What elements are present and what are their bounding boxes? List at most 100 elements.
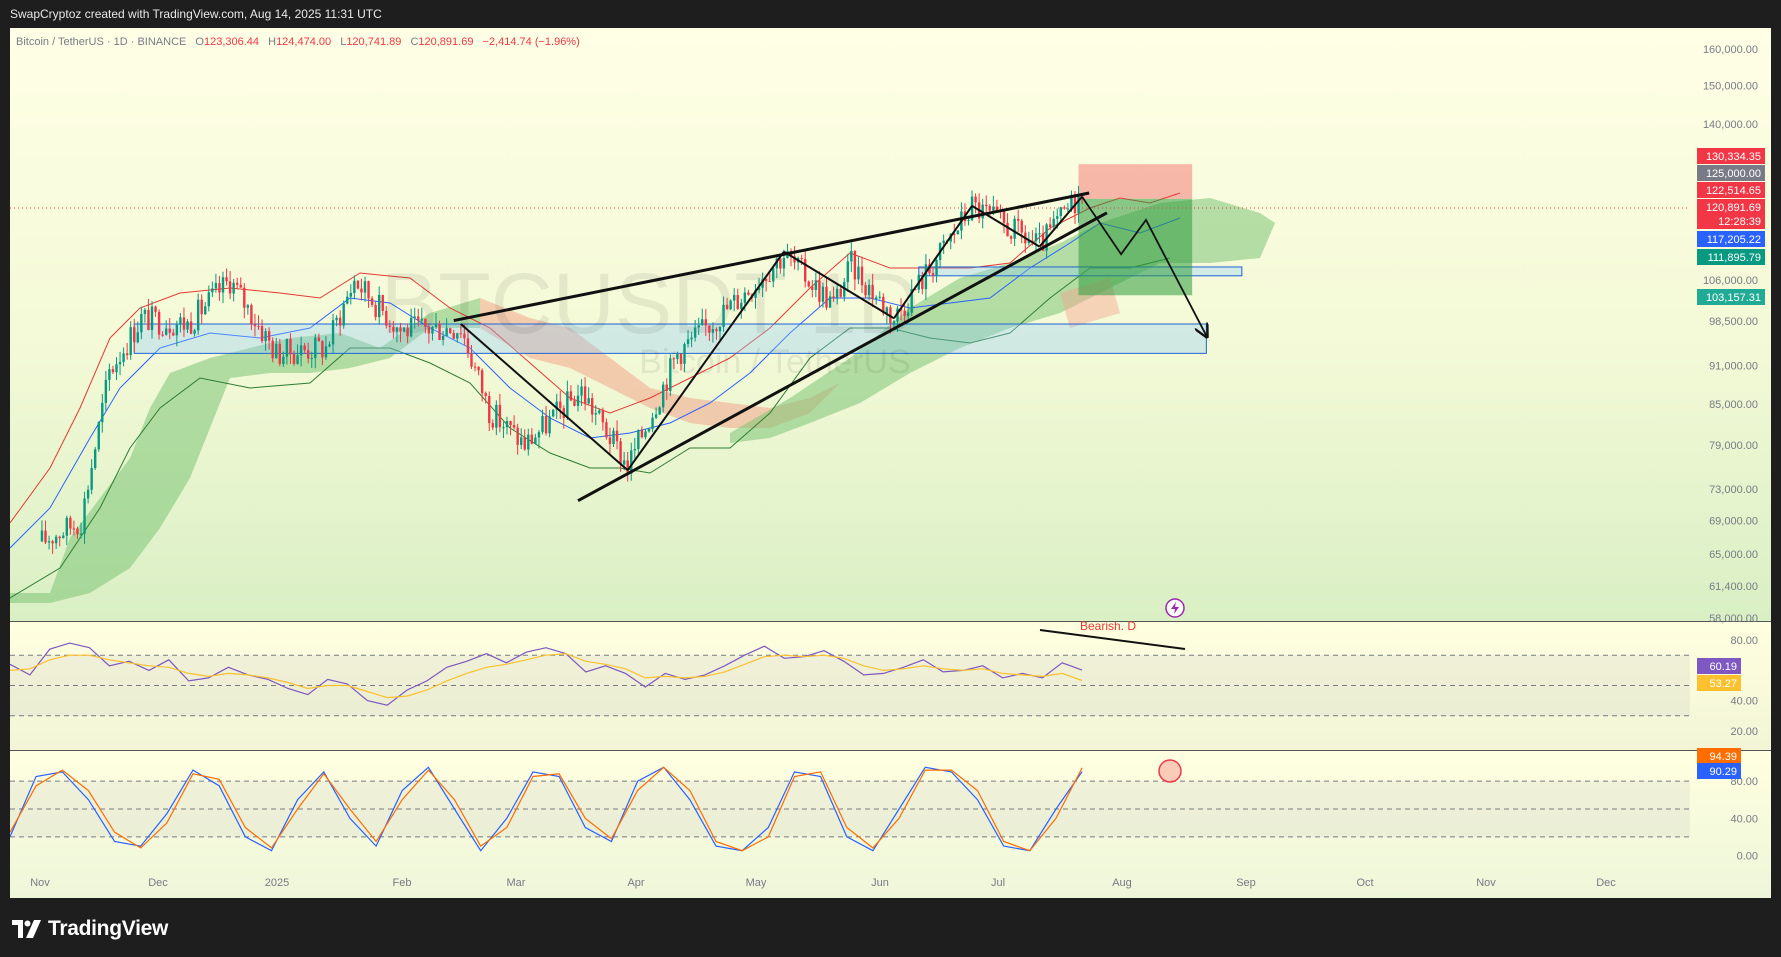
candle-body: [264, 331, 267, 342]
candle-body: [118, 361, 122, 365]
high-value: 124,474.00: [276, 36, 331, 48]
candle-body: [942, 240, 945, 243]
zigzag-line[interactable]: [783, 250, 895, 320]
open-label: O: [195, 36, 204, 48]
open-value: 123,306.44: [204, 36, 259, 48]
candle-body: [555, 401, 558, 410]
candle-body: [1027, 240, 1031, 244]
candle-body: [1056, 216, 1059, 219]
candle-body: [292, 354, 296, 364]
price-badge-label: 125,000.00: [1706, 168, 1761, 180]
time-axis[interactable]: Nov Dec 2025 Feb Mar Apr May Jun Jul Aug Sep Oct Nov…: [30, 877, 1616, 889]
candle-body: [239, 284, 242, 288]
candle-body: [527, 434, 530, 450]
candle-body: [349, 292, 352, 297]
price-tick-label: 106,000.00: [1703, 275, 1758, 287]
tradingview-logo[interactable]: TradingView: [12, 917, 169, 940]
rsi-value-badge: [1697, 658, 1741, 674]
bearish-divergence-label: Bearish. D: [1080, 619, 1136, 633]
candle-body: [630, 450, 633, 474]
candle-body: [136, 332, 139, 343]
candle-body: [850, 250, 853, 262]
candle-body: [985, 204, 988, 207]
zigzag-line[interactable]: [1038, 196, 1083, 248]
candle-body: [463, 333, 466, 339]
candle-body: [502, 427, 505, 429]
support-zone-wide[interactable]: [133, 323, 1207, 354]
candle-body: [125, 353, 129, 356]
projection-arrow[interactable]: [1081, 196, 1206, 336]
candle-body: [637, 430, 640, 450]
time-tick-label: Feb: [393, 877, 412, 889]
zigzag-line[interactable]: [971, 204, 1041, 248]
short-position-target-area[interactable]: [1078, 198, 1193, 296]
candle-body: [807, 281, 810, 287]
candle-body: [725, 304, 729, 310]
zigzag-line[interactable]: [460, 323, 629, 471]
candle-body: [864, 285, 867, 296]
candle-body: [906, 312, 910, 316]
candle-body: [445, 328, 448, 336]
time-tick-label: Dec: [1596, 877, 1616, 889]
candle-body: [931, 273, 935, 276]
candle-body: [491, 423, 494, 428]
candle-body: [658, 407, 661, 415]
candle-body: [402, 327, 406, 332]
candle-body: [608, 437, 612, 445]
overbought-marker[interactable]: [1158, 759, 1182, 783]
candle-body: [516, 427, 519, 445]
wedge-upper-line[interactable]: [453, 191, 1090, 323]
candle-body: [47, 541, 51, 543]
candle-body: [970, 196, 974, 221]
candle-body: [537, 432, 541, 438]
wedge-lower-line[interactable]: [577, 211, 1108, 503]
bearish-divergence-line[interactable]: [1039, 629, 1186, 650]
price-axis[interactable]: 160,000.00 150,000.00 140,000.00 106,000.00…: [1703, 44, 1758, 625]
candle-body: [935, 259, 938, 276]
candle-body: [260, 326, 264, 342]
candle-body: [736, 295, 739, 310]
candle-body: [488, 395, 491, 424]
candle-body: [878, 296, 881, 298]
logo-text: TradingView: [48, 917, 169, 940]
candle-body: [69, 517, 72, 529]
price-tick-label: 160,000.00: [1703, 44, 1758, 56]
short-position-stop-area[interactable]: [1078, 164, 1193, 199]
candle-body: [974, 196, 977, 203]
candle-body: [715, 329, 718, 332]
price-badge: [1697, 165, 1765, 181]
lightning-icon[interactable]: [1165, 598, 1185, 618]
candle-body: [953, 233, 956, 235]
candle-body: [431, 326, 434, 334]
candle-body: [509, 421, 512, 426]
candle-body: [988, 206, 991, 211]
candle-body: [875, 297, 878, 299]
price-badge: [1697, 231, 1765, 247]
candle-body: [133, 327, 136, 343]
candle-body: [207, 292, 210, 307]
candle-body: [104, 379, 108, 403]
candle-body: [267, 331, 271, 341]
price-badge: [1697, 249, 1765, 265]
symbol-info: Bitcoin / TetherUS · 1D · BINANCE O123,3…: [16, 36, 580, 48]
zigzag-line[interactable]: [893, 205, 973, 319]
candle-body: [764, 279, 768, 282]
candle-body: [761, 279, 764, 288]
price-tick-label: 61,400.00: [1709, 581, 1758, 593]
price-badge: [1697, 148, 1765, 164]
stoch-pane-bg: [10, 751, 1771, 898]
candle-body: [307, 350, 310, 359]
candle-body: [672, 358, 676, 360]
time-tick-label: Aug: [1112, 877, 1132, 889]
candle-body: [743, 292, 747, 303]
candle-body: [576, 395, 580, 406]
candle-body: [353, 280, 356, 293]
stoch-value-badge: [1697, 763, 1741, 779]
candle-body: [218, 283, 221, 293]
candle-body: [182, 317, 186, 330]
chart-canvas[interactable]: BTCUSDT 1D Bitcoin / TetherUS Bitcoin / …: [9, 28, 1771, 898]
candle-body: [424, 318, 427, 327]
candle-body: [1070, 195, 1073, 209]
rsi-tick-label: 40.00: [1730, 696, 1758, 708]
zigzag-line[interactable]: [626, 251, 785, 471]
